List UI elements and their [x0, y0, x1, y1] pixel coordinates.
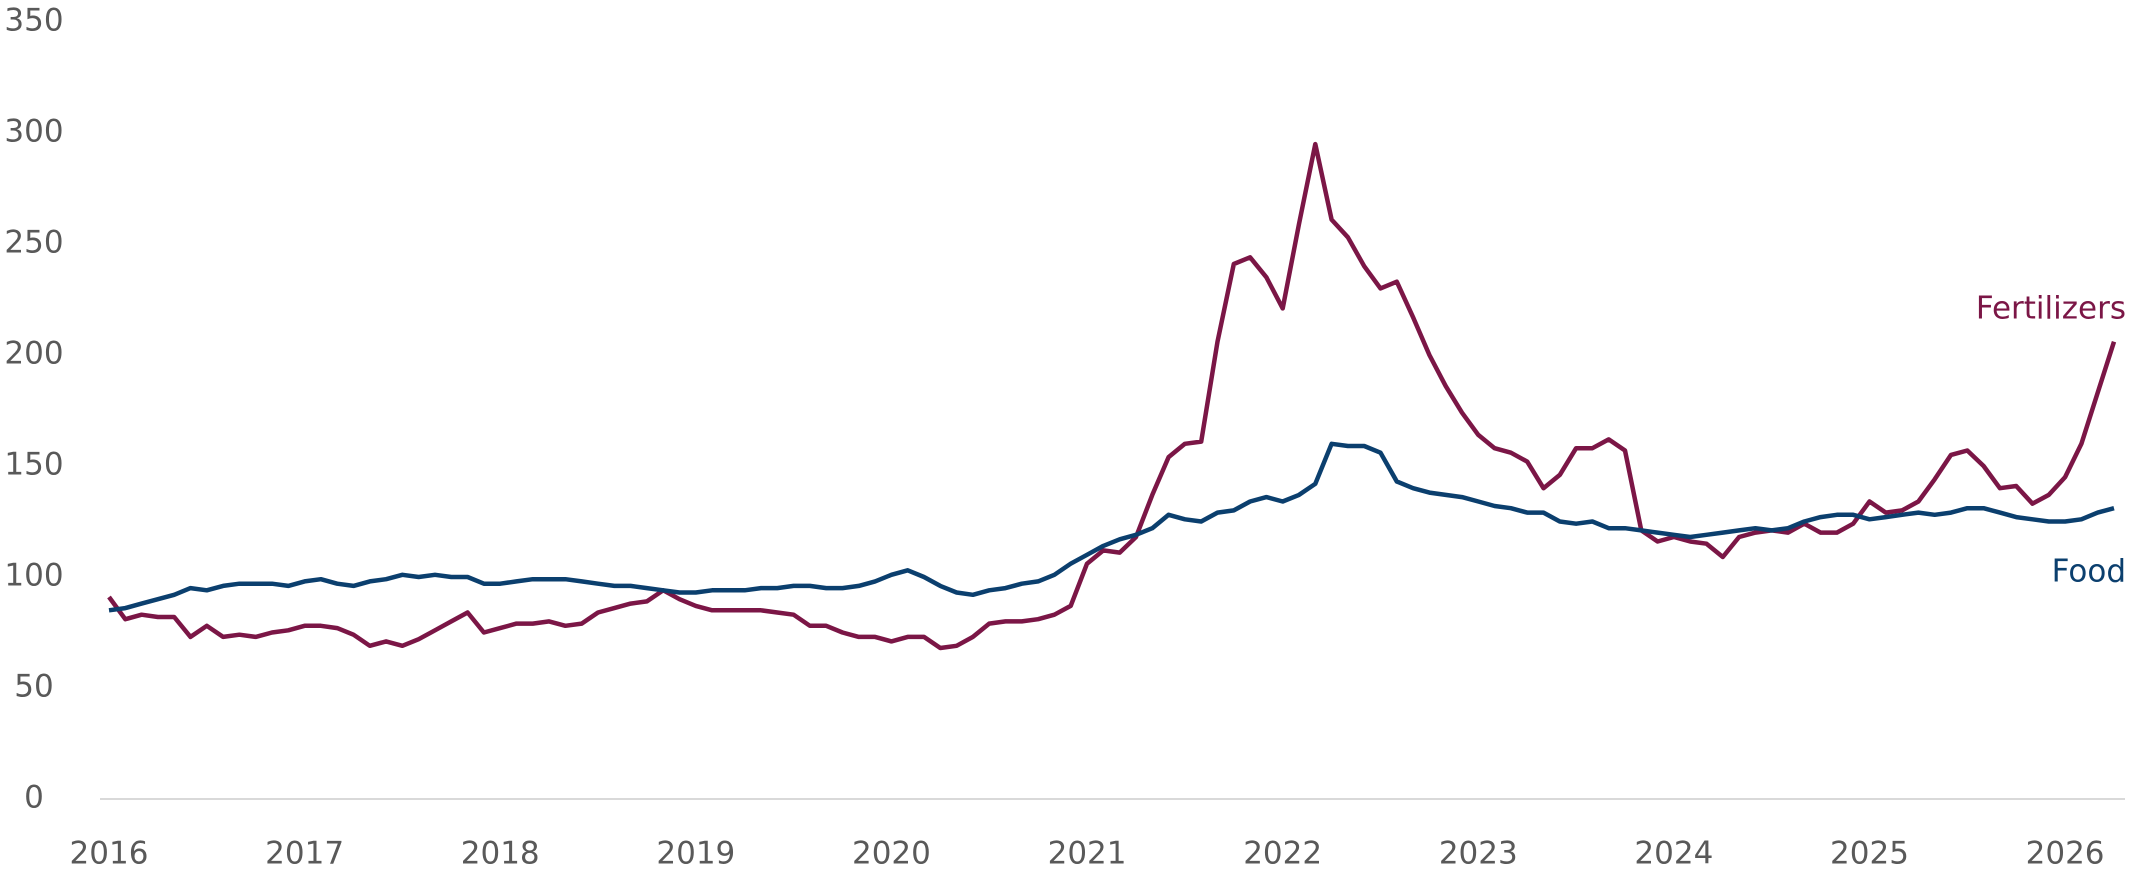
y-tick-label: 350 — [4, 3, 63, 39]
series-label: Fertilizers — [1976, 291, 2126, 327]
line-series — [108, 441, 2115, 613]
series-label: Food — [2052, 554, 2126, 590]
x-tick-label: 2019 — [656, 836, 735, 872]
y-tick-label: 50 — [14, 669, 53, 705]
x-tick-label: 2025 — [1830, 836, 1909, 872]
x-tick-label: 2024 — [1634, 836, 1713, 872]
y-tick-label: 100 — [4, 558, 63, 594]
line-series — [107, 141, 2117, 651]
y-tick-label: 150 — [4, 447, 63, 483]
x-tick-label: 2020 — [852, 836, 931, 872]
x-tick-label: 2023 — [1439, 836, 1518, 872]
x-tick-label: 2016 — [70, 836, 149, 872]
x-tick-label: 2021 — [1048, 836, 1127, 872]
y-tick-label: 300 — [4, 114, 63, 150]
x-tick-label: 2018 — [461, 836, 540, 872]
x-tick-label: 2026 — [2026, 836, 2105, 872]
y-tick-label: 200 — [4, 336, 63, 372]
y-tick-label: 250 — [4, 225, 63, 261]
x-tick-label: 2022 — [1243, 836, 1322, 872]
x-tick-label: 2017 — [265, 836, 344, 872]
y-tick-label: 0 — [24, 780, 44, 816]
